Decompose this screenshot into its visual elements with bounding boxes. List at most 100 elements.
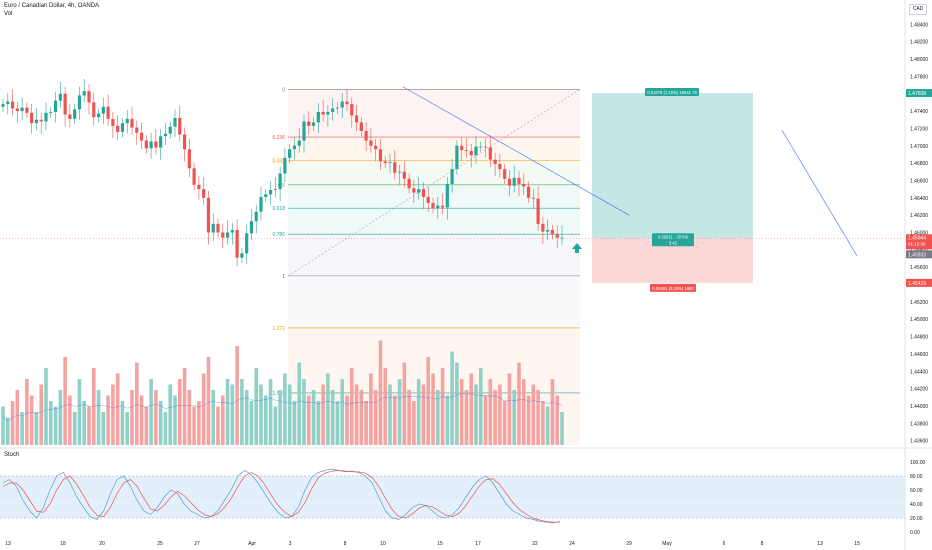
stop-price-tag-bg [906, 278, 932, 287]
volume-bar [106, 395, 110, 445]
candle-body [536, 198, 540, 224]
volume-bar [177, 379, 182, 445]
fib-level-label: 0.382 [272, 159, 285, 165]
candle-body [507, 178, 512, 186]
time-tick-label: 24 [569, 541, 575, 547]
stop-label: 0.00491 (0.34%) 1980 [652, 286, 694, 291]
candle-body [321, 111, 325, 115]
candle-body [1, 104, 5, 107]
stoch-tick-label: 20.00 [910, 516, 923, 522]
candle-body [331, 108, 335, 112]
volume-bar [335, 401, 340, 445]
time-tick-label: 17 [475, 541, 481, 547]
candle-body [15, 108, 19, 112]
candle-body [245, 233, 249, 254]
current-price-tag: 1.45944 [908, 235, 926, 241]
candle-body [192, 168, 196, 185]
long-arrow-icon [572, 243, 582, 253]
volume-bar [63, 357, 67, 445]
candle-body [77, 95, 82, 110]
volume-bar [20, 412, 24, 445]
stoch-d-line [2, 470, 560, 523]
candle-body [369, 140, 373, 146]
volume-bar [378, 340, 383, 445]
countdown-tag: 01:15:39 [908, 241, 926, 246]
candle-body [139, 132, 144, 141]
time-tick-label: 27 [194, 541, 200, 547]
candle-body [49, 111, 53, 113]
volume-bar [321, 384, 325, 445]
currency-badge[interactable]: CAD [909, 4, 927, 15]
volume-bar [182, 368, 187, 445]
candle-body [68, 114, 72, 119]
volume-bar [82, 401, 87, 445]
trend-line [402, 86, 630, 216]
volume-bar [536, 390, 540, 445]
volume-bar [48, 401, 53, 445]
entry-price-tag-bg [906, 250, 932, 259]
volume-bar [545, 406, 550, 445]
volume-bar [230, 384, 235, 445]
fib-level-label: 1 [282, 274, 285, 280]
volume-bar [526, 395, 531, 445]
volume-bar [263, 395, 268, 445]
volume-bar [421, 384, 426, 445]
volume-bar [158, 401, 163, 445]
time-tick-label: 3 [289, 541, 292, 547]
candle-body [364, 131, 368, 141]
volume-bar [149, 379, 153, 445]
volume-bar [469, 373, 474, 445]
price-tick-label: 1.45200 [910, 300, 928, 306]
volume-bar [455, 362, 459, 445]
stoch-label: Stoch [4, 452, 20, 458]
candle-body [34, 119, 39, 124]
volume-bar [125, 412, 130, 445]
candle-body [149, 141, 153, 149]
candle-body [488, 147, 492, 160]
volume-bar [306, 395, 311, 445]
target-label-bg [645, 88, 699, 97]
volume-bar [29, 395, 34, 445]
volume-bar [283, 373, 287, 445]
candle-body [163, 133, 168, 137]
fib-level-label: 0.618 [272, 206, 285, 212]
candle-body [383, 161, 387, 164]
time-tick-label: 15 [437, 541, 443, 547]
candle-body [483, 146, 488, 148]
volume-bar [326, 373, 330, 445]
volume-bar [273, 406, 278, 445]
candle-body [25, 107, 29, 113]
candle-body [44, 112, 48, 122]
candle-body [73, 109, 77, 119]
candle-body [307, 121, 311, 126]
candle-body [20, 107, 24, 112]
time-tick-label: 20 [99, 541, 105, 547]
candle-body [87, 91, 91, 103]
candle-body [168, 126, 172, 134]
candle-body [254, 211, 258, 222]
candle-body [273, 189, 277, 190]
candle-body [187, 149, 191, 169]
volume-bar [512, 390, 517, 445]
volume-bar [254, 368, 259, 445]
fib-zone [288, 208, 580, 235]
fib-zone [288, 160, 580, 185]
volume-bar [68, 395, 72, 445]
candle-body [101, 106, 105, 114]
candle-body [216, 223, 220, 233]
volume-bar [459, 379, 464, 445]
candle-body [297, 140, 301, 146]
fib-level-label: 0.786 [272, 232, 285, 238]
volume-bar [416, 379, 421, 445]
candle-body [202, 189, 206, 198]
volume-bar [521, 379, 526, 445]
time-tick-label: May [662, 541, 672, 547]
candle-body [531, 197, 535, 199]
candle-body [560, 237, 564, 239]
volume-bar [474, 384, 478, 445]
candle-body [417, 189, 421, 193]
volume-bar [187, 390, 192, 445]
volume-bar [53, 406, 58, 445]
candle-body [412, 188, 416, 193]
